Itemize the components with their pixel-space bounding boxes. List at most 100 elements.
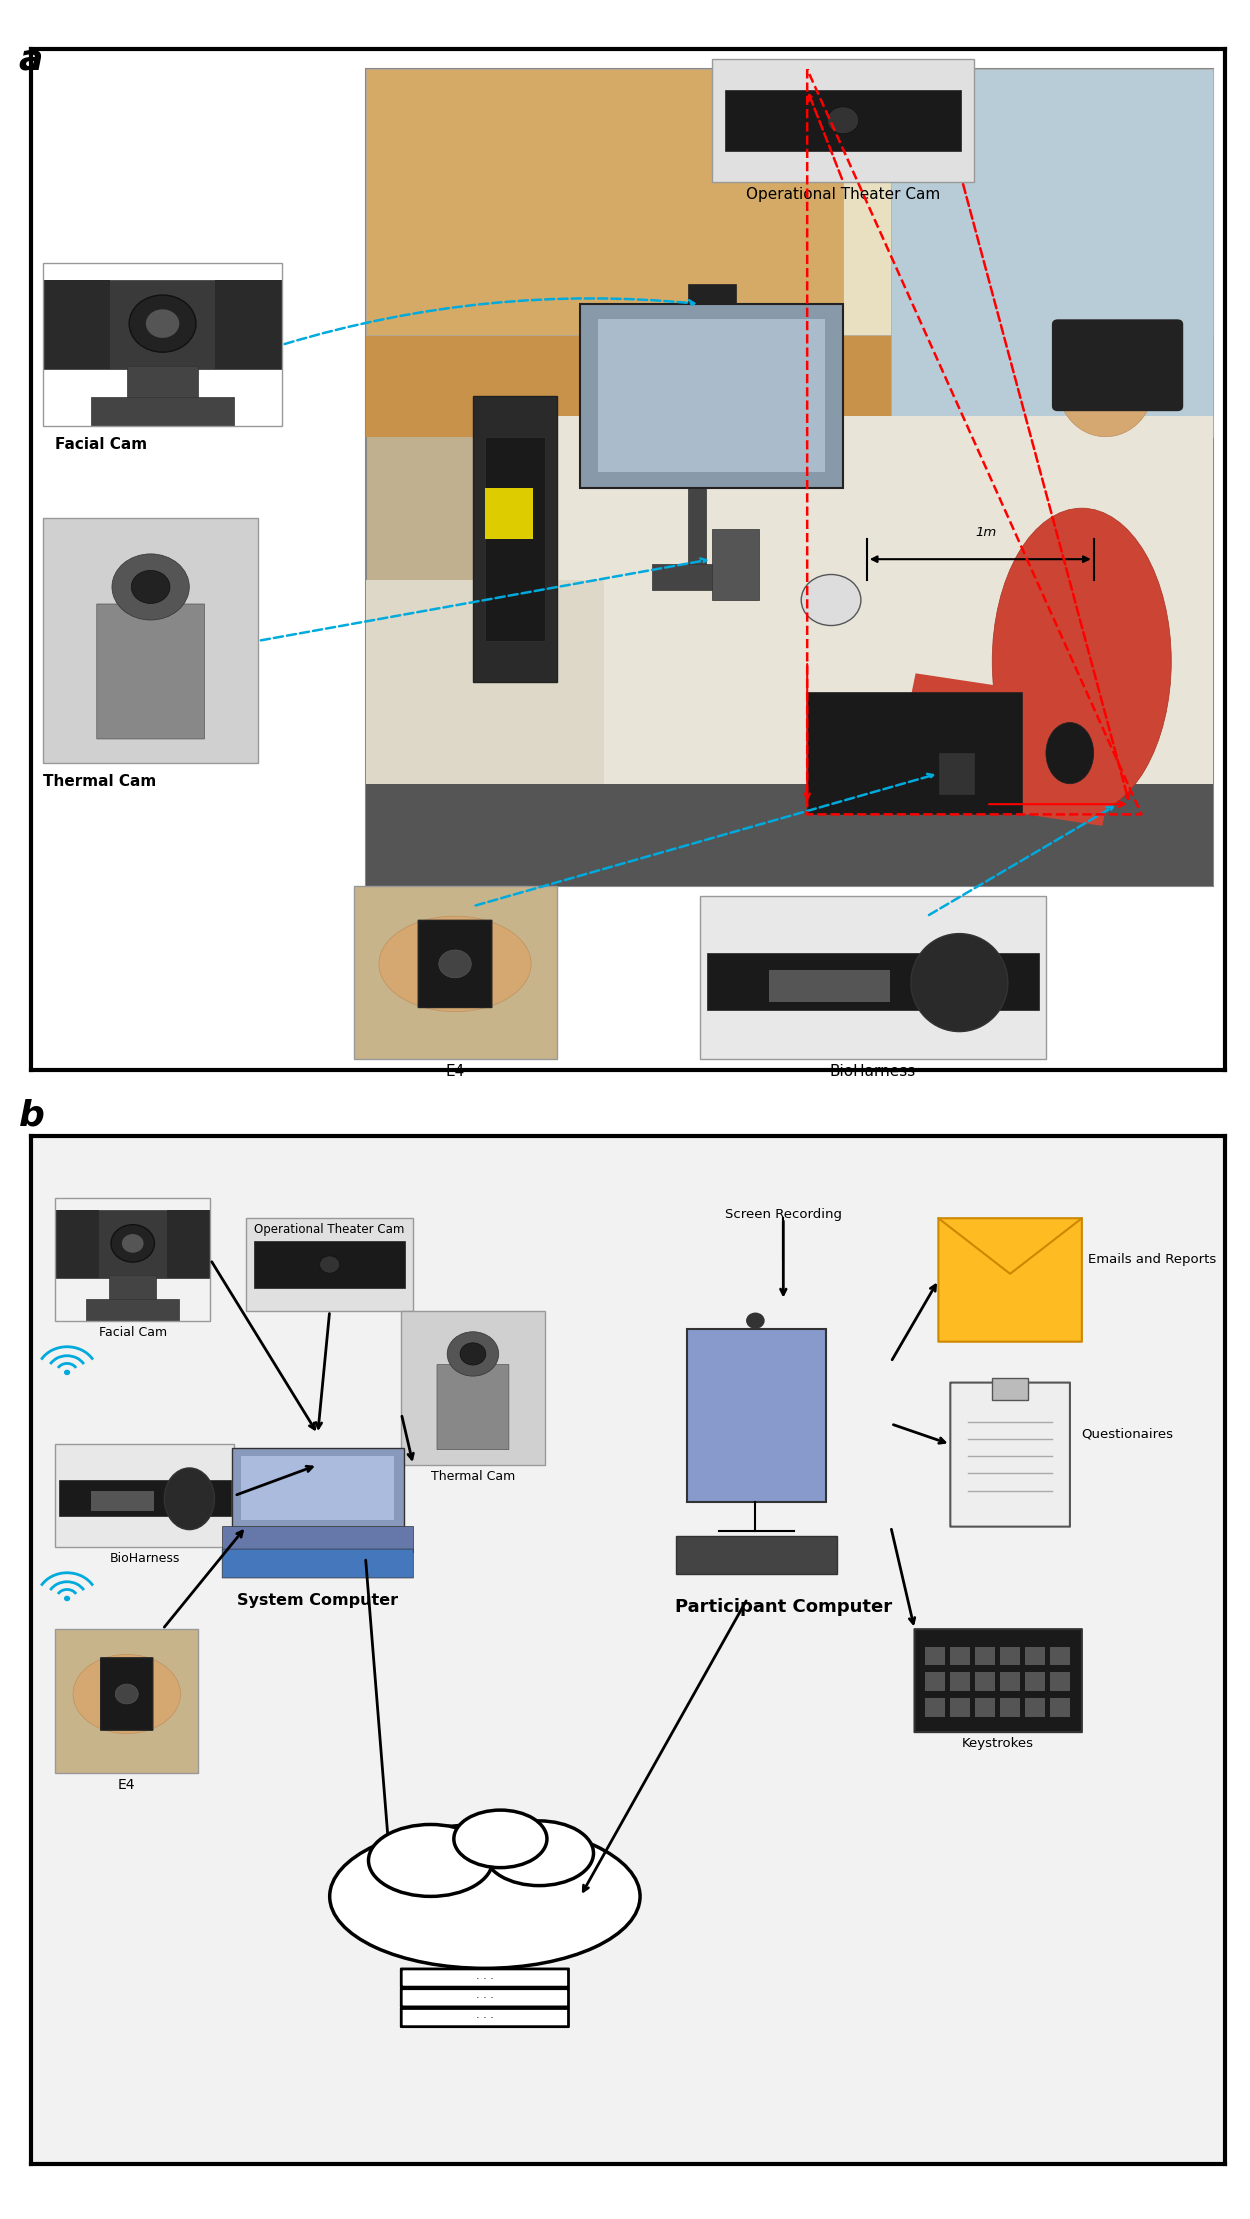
- Ellipse shape: [485, 1822, 594, 1886]
- Bar: [110, 1276, 156, 1303]
- Bar: [950, 1673, 970, 1691]
- Bar: [676, 1536, 838, 1573]
- Bar: [485, 417, 1212, 885]
- Bar: [706, 954, 1039, 1010]
- Bar: [44, 264, 282, 426]
- Circle shape: [448, 1331, 499, 1376]
- Bar: [1050, 1673, 1070, 1691]
- Text: Facial Cam: Facial Cam: [55, 437, 148, 453]
- Bar: [166, 1209, 210, 1278]
- FancyBboxPatch shape: [915, 1629, 1081, 1733]
- Circle shape: [65, 1371, 70, 1374]
- Text: Emails and Reports: Emails and Reports: [1088, 1254, 1216, 1265]
- Circle shape: [111, 1225, 155, 1263]
- Bar: [485, 488, 532, 539]
- Ellipse shape: [330, 1824, 640, 1968]
- Circle shape: [112, 555, 189, 619]
- Text: · · ·: · · ·: [476, 1993, 494, 2004]
- Text: Keystrokes: Keystrokes: [962, 1737, 1034, 1751]
- Text: Amazon Cloud: Amazon Cloud: [432, 1855, 538, 1871]
- Bar: [992, 1378, 1028, 1400]
- Circle shape: [65, 1595, 70, 1600]
- Bar: [126, 366, 199, 402]
- Bar: [599, 320, 825, 473]
- Ellipse shape: [992, 508, 1171, 814]
- Bar: [688, 488, 706, 570]
- Bar: [55, 1198, 210, 1320]
- Bar: [44, 519, 258, 763]
- Bar: [891, 69, 1212, 437]
- Bar: [975, 1646, 995, 1664]
- Bar: [700, 896, 1046, 1058]
- Ellipse shape: [72, 1655, 180, 1733]
- Circle shape: [460, 1342, 486, 1365]
- FancyBboxPatch shape: [222, 1549, 414, 1578]
- Bar: [725, 89, 961, 151]
- Bar: [485, 437, 545, 641]
- Bar: [686, 1329, 826, 1502]
- Bar: [401, 1311, 545, 1465]
- Ellipse shape: [164, 1469, 215, 1529]
- Text: BioHarness: BioHarness: [110, 1553, 180, 1564]
- Text: Thermal Cam: Thermal Cam: [44, 774, 156, 788]
- Bar: [1000, 1698, 1020, 1718]
- Bar: [842, 69, 1212, 335]
- Bar: [891, 672, 1128, 825]
- Bar: [808, 692, 1022, 814]
- Bar: [365, 69, 842, 335]
- Bar: [769, 970, 890, 1003]
- Ellipse shape: [454, 1811, 548, 1868]
- Bar: [1025, 1646, 1045, 1664]
- Circle shape: [801, 575, 861, 626]
- Text: E4: E4: [445, 1065, 465, 1078]
- Ellipse shape: [369, 1824, 493, 1897]
- Text: Thermal Cam: Thermal Cam: [431, 1469, 515, 1482]
- Bar: [688, 284, 735, 304]
- FancyBboxPatch shape: [950, 1382, 1070, 1527]
- Text: b: b: [19, 1098, 45, 1132]
- Bar: [44, 280, 282, 368]
- Bar: [365, 69, 1212, 885]
- Bar: [44, 280, 110, 368]
- Text: Operational Theater Cam: Operational Theater Cam: [255, 1223, 405, 1236]
- Bar: [950, 1698, 970, 1718]
- Text: E4: E4: [118, 1777, 135, 1793]
- Ellipse shape: [911, 934, 1008, 1032]
- Bar: [925, 1698, 945, 1718]
- FancyBboxPatch shape: [101, 1658, 152, 1731]
- Text: 1m: 1m: [976, 526, 998, 539]
- Bar: [1050, 1646, 1070, 1664]
- FancyBboxPatch shape: [419, 921, 491, 1007]
- FancyBboxPatch shape: [96, 604, 205, 739]
- Text: a: a: [19, 42, 42, 75]
- Bar: [472, 395, 556, 681]
- Circle shape: [131, 570, 170, 604]
- Text: Questionaires: Questionaires: [1081, 1427, 1174, 1440]
- Bar: [1000, 1646, 1020, 1664]
- Circle shape: [320, 1256, 340, 1274]
- Ellipse shape: [379, 916, 531, 1012]
- Circle shape: [746, 1314, 764, 1327]
- Bar: [1000, 1673, 1020, 1691]
- Text: Operational Theater Cam: Operational Theater Cam: [746, 186, 940, 202]
- Text: · · ·: · · ·: [476, 2013, 494, 2024]
- Text: Participant Computer: Participant Computer: [675, 1598, 892, 1615]
- Bar: [91, 1491, 154, 1511]
- FancyBboxPatch shape: [438, 1365, 509, 1449]
- FancyBboxPatch shape: [1052, 320, 1184, 411]
- Circle shape: [129, 295, 196, 353]
- Bar: [939, 752, 974, 794]
- Bar: [222, 1527, 414, 1551]
- Bar: [925, 1646, 945, 1664]
- Bar: [365, 783, 1212, 885]
- Bar: [711, 60, 974, 182]
- Text: Facial Cam: Facial Cam: [99, 1327, 166, 1340]
- Circle shape: [439, 950, 471, 979]
- FancyBboxPatch shape: [939, 1218, 1081, 1342]
- FancyBboxPatch shape: [401, 1968, 569, 1988]
- FancyBboxPatch shape: [401, 2008, 569, 2026]
- Bar: [365, 69, 1212, 437]
- Ellipse shape: [1058, 335, 1154, 437]
- Bar: [975, 1698, 995, 1718]
- Bar: [55, 1629, 199, 1773]
